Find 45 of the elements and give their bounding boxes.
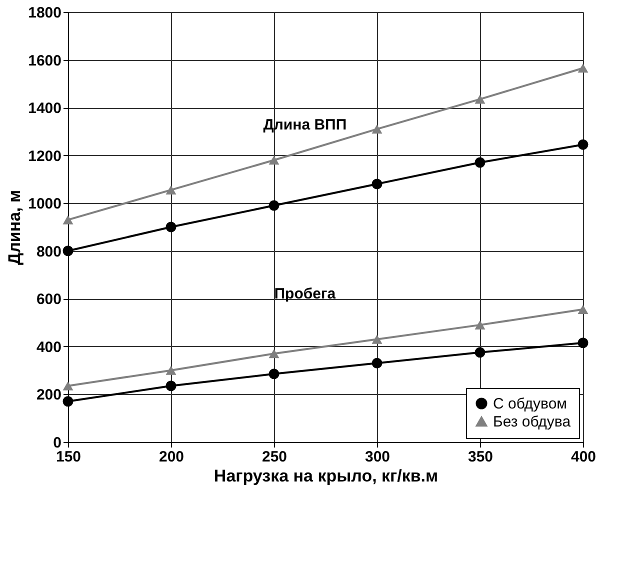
y-tick-label: 1800 — [28, 4, 62, 22]
x-tick-label: 300 — [364, 448, 390, 466]
y-axis-title: Длина, м — [5, 190, 24, 266]
point — [166, 185, 176, 195]
point — [578, 139, 588, 150]
point — [268, 349, 280, 358]
point — [578, 64, 588, 73]
legend-label: С обдувом — [493, 396, 567, 412]
point — [474, 94, 486, 104]
x-tick-label: 200 — [158, 448, 184, 466]
point — [62, 381, 74, 390]
x-tick-label: 150 — [56, 448, 82, 466]
point — [372, 124, 382, 134]
point — [268, 156, 280, 165]
point — [474, 320, 486, 330]
x-axis-title: Нагрузка на крыло, кг/кв.м — [214, 466, 438, 486]
point — [166, 222, 176, 232]
y-tick-label: 1600 — [28, 52, 62, 70]
point — [578, 304, 588, 314]
y-tick-label: 800 — [36, 243, 62, 260]
y-tick-label: 200 — [36, 386, 62, 404]
point — [62, 396, 74, 407]
x-tick-label: 350 — [468, 448, 494, 466]
point — [166, 366, 176, 375]
point — [62, 215, 74, 224]
point — [62, 246, 74, 256]
y-tick-label: 1200 — [28, 148, 62, 165]
point — [578, 338, 588, 348]
y-tick-label: 0 — [53, 434, 62, 452]
point — [268, 368, 280, 380]
y-tick-label: 1000 — [28, 196, 62, 213]
point — [474, 157, 486, 168]
y-tick-label: 600 — [36, 291, 62, 308]
point — [474, 347, 486, 358]
point — [268, 200, 280, 211]
point — [166, 380, 176, 392]
legend-label: Без обдува — [493, 414, 572, 430]
point — [372, 178, 382, 190]
y-tick-label: 1400 — [28, 100, 62, 118]
y-tick-label: 400 — [36, 338, 62, 356]
point — [372, 358, 382, 368]
point — [372, 334, 382, 344]
x-tick-label: 250 — [262, 448, 288, 466]
x-tick-label: 400 — [570, 448, 596, 466]
annotation: Пробега — [274, 286, 336, 303]
